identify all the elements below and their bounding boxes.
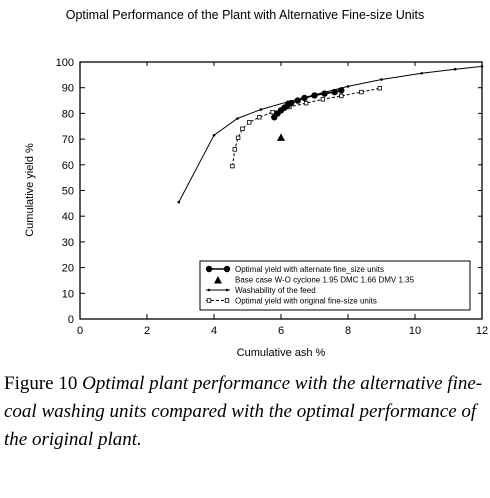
- series-layer: [177, 65, 484, 204]
- data-point-open-square: [377, 86, 383, 91]
- legend: Optimal yield with alternate fine_size u…: [199, 260, 471, 311]
- series-solid-filled-circle: [271, 87, 345, 121]
- x-tick-label: 2: [144, 325, 150, 337]
- y-tick-label: 30: [62, 237, 74, 249]
- data-point-dot: [480, 65, 484, 68]
- data-point-open-square: [270, 109, 275, 115]
- legend-entry-label: Optimal yield with original fine-size un…: [235, 297, 377, 306]
- data-point-filled-circle: [287, 99, 295, 107]
- legend-entry-label: Base case W-O cyclone 1.95 DMC 1.66 DMV …: [235, 276, 415, 285]
- data-point-open-square: [240, 126, 245, 132]
- data-point-triangle: [277, 133, 285, 141]
- data-point-dot: [259, 108, 263, 111]
- x-tick-label: 6: [278, 325, 284, 337]
- chart-title: Optimal Performance of the Plant with Al…: [65, 8, 425, 22]
- data-point-open-square: [320, 97, 326, 102]
- figure-description: Optimal plant performance with the alter…: [4, 373, 483, 450]
- chart: 0 10 20 30 40 50 60 70 80 90 100 0 2 4 6 8 10 12 Cumulat…: [24, 57, 488, 359]
- x-tick-label: 8: [345, 325, 351, 337]
- data-point-dot: [212, 133, 216, 137]
- data-point-filled-circle: [331, 88, 338, 96]
- data-point-open-square: [224, 298, 230, 303]
- data-point-open-square: [246, 120, 252, 125]
- legend-box: [199, 260, 471, 311]
- y-tick-label: 10: [62, 288, 74, 300]
- x-tick-label: 0: [77, 325, 83, 337]
- x-tick-label: 10: [409, 325, 421, 337]
- figure-label: Figure 10: [4, 373, 78, 394]
- data-point-dot: [453, 67, 457, 71]
- y-tick-label: 50: [62, 186, 74, 198]
- data-point-filled-circle: [311, 92, 318, 99]
- data-point-open-square: [339, 93, 344, 99]
- figure-caption: Figure 10 Optimal plant performance with…: [4, 370, 484, 454]
- data-point-open-square: [303, 100, 309, 106]
- series-triangle: [277, 133, 285, 141]
- y-tick-label: 0: [68, 314, 74, 326]
- data-point-dot: [380, 78, 383, 81]
- y-tick-label: 80: [62, 108, 74, 120]
- data-point-dot: [420, 72, 424, 75]
- data-point-open-square: [206, 298, 212, 303]
- series-line: [178, 65, 483, 203]
- x-axis-label: Cumulative ash %: [237, 347, 326, 359]
- y-tick-label: 60: [62, 160, 74, 172]
- y-tick-label: 70: [62, 134, 74, 146]
- data-point-filled-circle: [205, 265, 213, 273]
- x-axis-ticks: 0 2 4 6 8 10 12: [77, 62, 488, 337]
- legend-entry-label: Washability of the feed: [235, 286, 316, 295]
- legend-entry-label: Optimal yield with alternate fine_size u…: [235, 265, 384, 274]
- y-tick-label: 40: [62, 211, 74, 223]
- data-point-open-square: [257, 115, 262, 120]
- series-solid-small-dot: [177, 65, 484, 204]
- data-point-filled-circle: [301, 94, 308, 102]
- data-point-dot: [346, 85, 350, 88]
- y-tick-label: 100: [56, 57, 74, 69]
- data-point-dot: [236, 117, 239, 120]
- data-point-filled-circle: [294, 97, 301, 104]
- y-tick-label: 90: [62, 83, 74, 95]
- data-point-filled-circle: [321, 90, 328, 97]
- data-point-dot: [207, 288, 211, 292]
- data-point-open-square: [235, 135, 241, 141]
- y-tick-label: 20: [62, 263, 74, 275]
- data-point-open-square: [359, 89, 364, 95]
- x-tick-label: 4: [211, 325, 217, 337]
- data-point-dot: [177, 200, 181, 204]
- data-point-filled-circle: [338, 87, 345, 94]
- series-dashed-open-square: [230, 86, 383, 169]
- y-axis-label: Cumulative yield %: [24, 143, 36, 237]
- data-point-open-square: [230, 163, 235, 169]
- data-point-filled-circle: [223, 265, 231, 273]
- data-point-triangle: [214, 276, 222, 284]
- x-tick-label: 12: [476, 325, 488, 337]
- data-point-open-square: [232, 147, 237, 152]
- data-point-dot: [225, 288, 229, 292]
- y-axis-ticks: 0 10 20 30 40 50 60 70 80 90 100: [56, 57, 482, 326]
